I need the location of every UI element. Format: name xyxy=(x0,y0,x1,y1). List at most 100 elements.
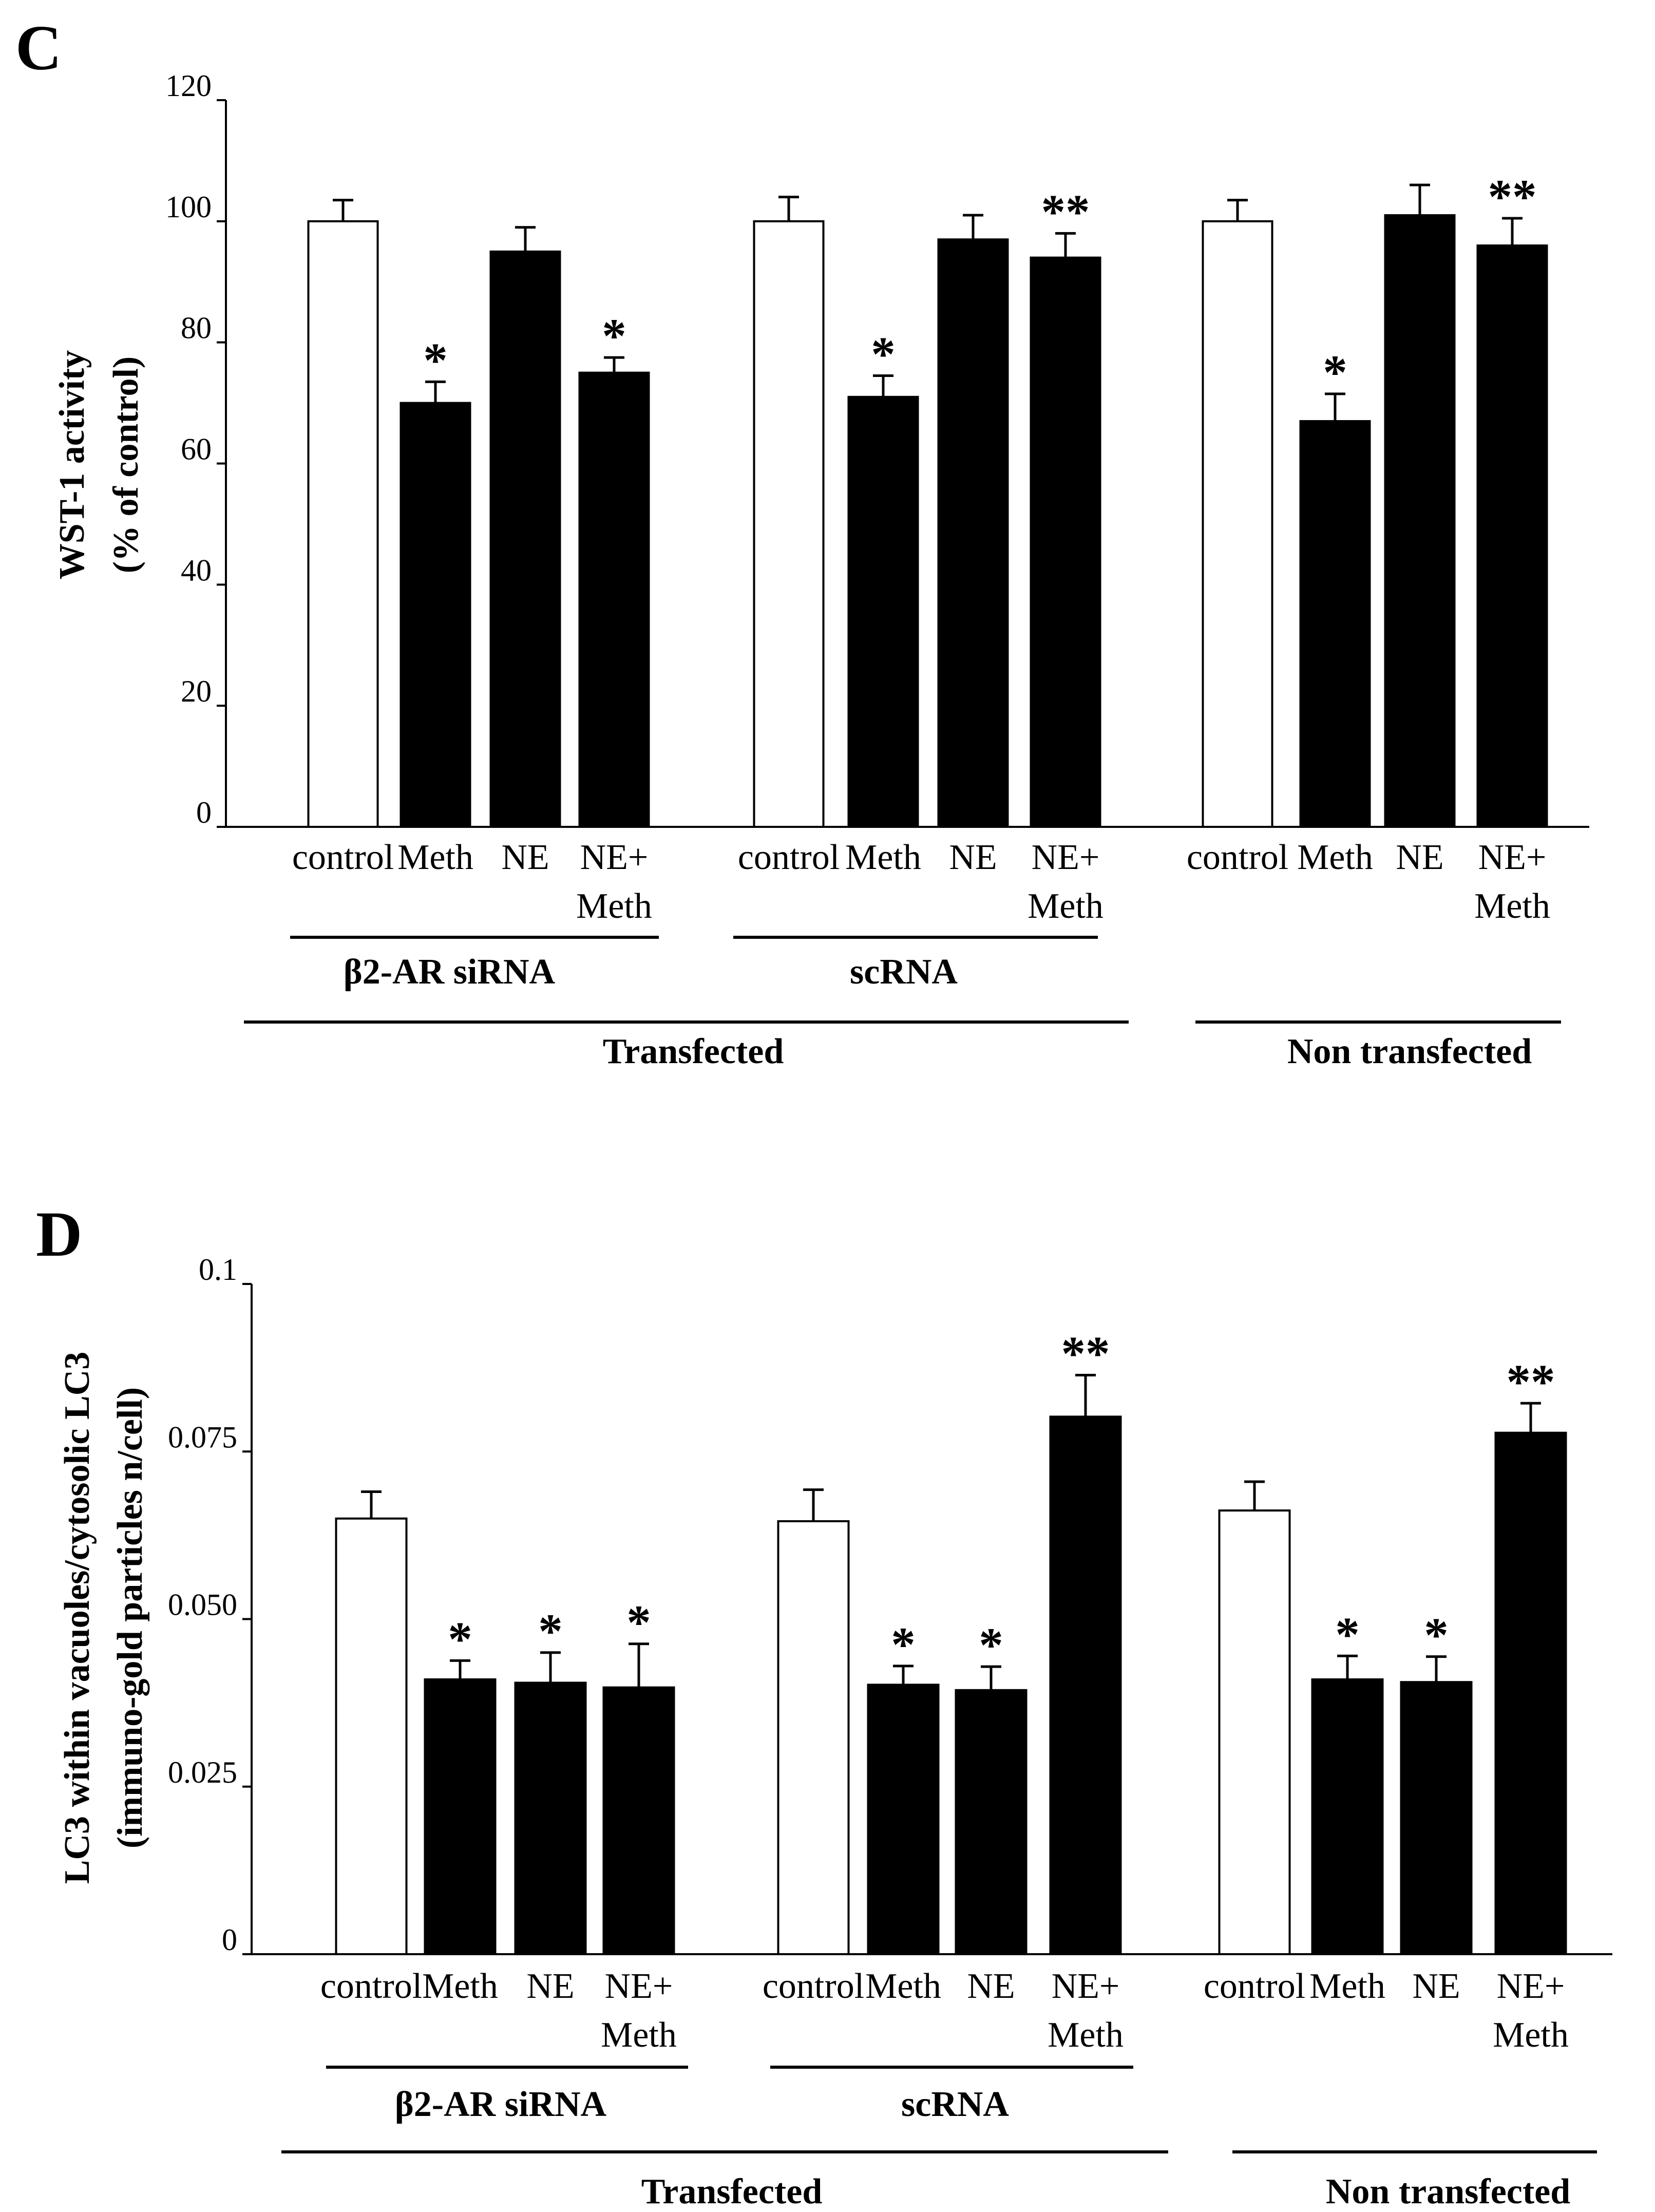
bar-meth xyxy=(400,402,471,828)
significance-marker: * xyxy=(1424,1608,1449,1662)
bar-ne-meth xyxy=(1476,244,1548,828)
x-category-label: NE+ xyxy=(1497,1967,1565,2006)
y-tick-label: 0 xyxy=(222,1923,237,1957)
x-category-label: Meth xyxy=(865,1967,941,2006)
x-category-label: NE+ xyxy=(605,1967,673,2006)
x-category-label: control xyxy=(320,1967,422,2006)
panel-c-group-label-scrna: scRNA xyxy=(850,952,958,992)
x-category-label: Meth xyxy=(601,2015,677,2055)
x-category-label: Meth xyxy=(422,1967,498,2006)
significance-marker: ** xyxy=(1507,1354,1555,1409)
panel-c-super-label-non-transfected: Non transfected xyxy=(1287,1032,1532,1071)
x-category-label: NE+ xyxy=(580,838,649,877)
significance-marker: * xyxy=(602,309,626,363)
y-tick-label: 100 xyxy=(165,190,212,224)
x-category-label: control xyxy=(292,838,394,877)
bar-control xyxy=(777,1520,850,1955)
x-category-label: NE+ xyxy=(1478,838,1547,877)
bar-control xyxy=(1218,1509,1291,1956)
panel-d-bars: * * * * **** *** xyxy=(335,1326,1567,1956)
x-category-label: control xyxy=(763,1967,864,2006)
y-tick-label: 60 xyxy=(181,432,212,466)
x-category-label: NE xyxy=(949,838,997,877)
significance-marker: ** xyxy=(1041,184,1090,239)
significance-marker: * xyxy=(891,1617,916,1672)
x-category-label: NE xyxy=(967,1967,1015,2006)
significance-marker: * xyxy=(538,1604,563,1658)
x-category-label: control xyxy=(1187,838,1288,877)
bar-meth xyxy=(867,1684,940,1955)
x-category-label: Meth xyxy=(845,838,921,877)
x-category-label: control xyxy=(1204,1967,1305,2006)
significance-marker: * xyxy=(979,1618,1003,1672)
bar-ne-meth xyxy=(1030,256,1101,828)
x-category-label: NE xyxy=(526,1967,574,2006)
bar-ne xyxy=(937,238,1009,828)
panel-c-group-label-b2ar-sirna: β2-AR siRNA xyxy=(344,952,556,992)
panel-d-super-label-transfected: Transfected xyxy=(641,2172,823,2211)
bar-control xyxy=(1202,220,1273,828)
bar-ne-meth xyxy=(578,371,650,828)
bar-meth xyxy=(1311,1678,1384,1955)
x-category-label: Meth xyxy=(1493,2015,1569,2055)
significance-marker: * xyxy=(871,327,896,382)
significance-marker: * xyxy=(448,1612,472,1666)
panel-c-bars: * * ****** xyxy=(307,169,1548,828)
x-category-label: NE+ xyxy=(1052,1967,1120,2006)
bar-control xyxy=(335,1517,408,1955)
significance-marker: * xyxy=(626,1595,651,1650)
bar-meth xyxy=(847,395,919,828)
x-category-label: control xyxy=(738,838,840,877)
x-category-label: Meth xyxy=(1309,1967,1385,2006)
x-category-label: Meth xyxy=(1048,2015,1124,2055)
y-tick-label: 40 xyxy=(181,553,212,587)
x-category-label: Meth xyxy=(1028,886,1104,926)
y-tick-label: 0.075 xyxy=(168,1420,237,1454)
significance-marker: * xyxy=(423,333,448,387)
panel-c-ylabel-line2: (% of control) xyxy=(106,356,146,574)
x-category-label: Meth xyxy=(1474,886,1550,926)
panel-c-super-label-transfected: Transfected xyxy=(603,1032,784,1071)
x-category-label: Meth xyxy=(576,886,652,926)
x-category-label: NE xyxy=(1396,838,1443,877)
y-tick-label: 0.050 xyxy=(168,1588,237,1622)
y-tick-label: 80 xyxy=(181,311,212,345)
panel-c-group-labels xyxy=(244,936,1561,1024)
panel-d-ylabel-line1: LC3 within vacuoles/cytosolic LC3 xyxy=(58,1352,97,1884)
panel-d-ylabel-line2: (immuno-gold particles n/cell) xyxy=(110,1387,150,1848)
panel-d-group-label-scrna: scRNA xyxy=(901,2085,1009,2124)
bar-ne xyxy=(1384,214,1456,828)
y-tick-label: 20 xyxy=(181,674,212,708)
x-category-label: NE+ xyxy=(1032,838,1100,877)
significance-marker: ** xyxy=(1061,1326,1110,1381)
bar-ne xyxy=(1400,1681,1473,1955)
y-tick-label: 0 xyxy=(196,796,212,829)
significance-marker: ** xyxy=(1488,169,1537,224)
bar-ne-meth xyxy=(1049,1415,1122,1955)
y-tick-label: 120 xyxy=(165,69,212,103)
x-category-label: Meth xyxy=(1297,838,1373,877)
y-tick-label: 0.025 xyxy=(168,1755,237,1789)
panel-d-group-labels xyxy=(281,2066,1597,2153)
bar-meth xyxy=(1299,420,1371,828)
x-category-label: Meth xyxy=(397,838,473,877)
significance-marker: * xyxy=(1335,1607,1360,1661)
bar-ne-meth xyxy=(602,1686,675,1956)
panel-d-super-label-non-transfected: Non transfected xyxy=(1326,2172,1570,2211)
bar-control xyxy=(753,220,825,828)
panel-label-c: C xyxy=(15,13,62,84)
bar-ne xyxy=(514,1681,587,1956)
panel-c-ylabel-line1: WST-1 activity xyxy=(52,350,92,580)
bar-meth xyxy=(424,1678,497,1955)
bar-ne-meth xyxy=(1494,1431,1567,1955)
y-tick-label: 0.1 xyxy=(199,1253,237,1287)
bar-ne xyxy=(489,250,561,828)
x-category-label: NE xyxy=(1412,1967,1460,2006)
x-category-label: NE xyxy=(501,838,549,877)
panel-d-group-label-b2ar-sirna: β2-AR siRNA xyxy=(395,2085,607,2124)
significance-marker: * xyxy=(1323,345,1347,400)
bar-ne xyxy=(955,1689,1028,1956)
